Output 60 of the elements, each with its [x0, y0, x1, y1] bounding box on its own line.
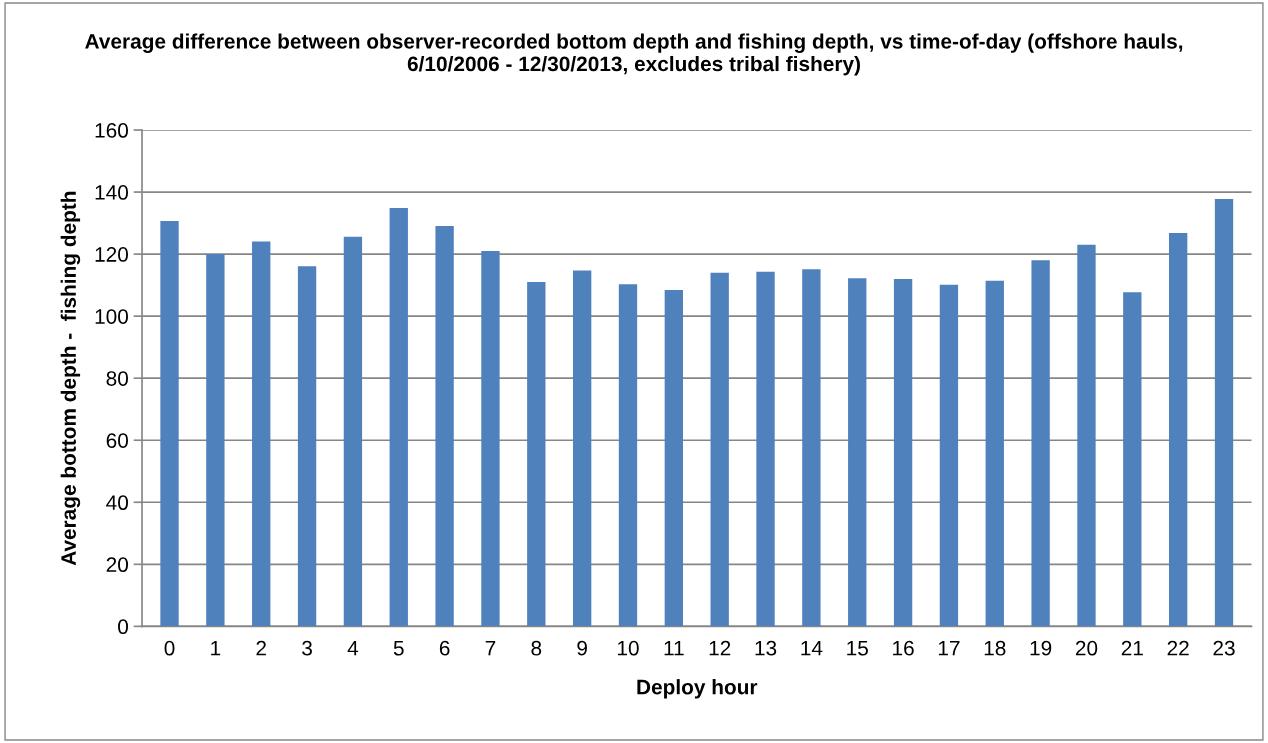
bar [802, 269, 821, 627]
bar [252, 241, 271, 627]
x-tick-label: 15 [847, 641, 868, 656]
x-tick-label: 17 [938, 641, 960, 656]
bar [710, 272, 729, 627]
y-tick-label: 60 [106, 433, 129, 448]
y-tick-label: 120 [95, 247, 129, 262]
bar [1123, 292, 1142, 627]
x-tick-label: 4 [347, 641, 359, 656]
bar [1031, 260, 1050, 627]
bar [756, 271, 775, 627]
x-tick-label: 13 [755, 640, 777, 656]
bar [297, 266, 317, 627]
x-tick-label: 11 [664, 641, 684, 656]
x-tick-label: 3 [302, 640, 312, 656]
bar [527, 282, 546, 627]
x-tick-label: 7 [485, 641, 496, 656]
bar [206, 254, 225, 627]
bar [848, 278, 867, 627]
bar [160, 220, 179, 627]
x-tick-label: 20 [1075, 640, 1098, 656]
bar [435, 225, 454, 627]
y-tick-label: 160 [95, 123, 129, 138]
x-tick-label: 21 [1121, 640, 1143, 656]
x-tick-label: 19 [1030, 640, 1052, 656]
bar [343, 236, 363, 627]
bar [1168, 233, 1188, 627]
y-tick-label: 40 [106, 495, 129, 511]
y-tick-label: 0 [118, 619, 129, 635]
x-tick-label: 9 [577, 640, 587, 656]
bar [389, 207, 408, 627]
x-tick-label: 22 [1167, 640, 1189, 656]
y-tick-label: 80 [106, 371, 129, 386]
x-tick-label: 10 [618, 640, 639, 656]
x-tick-label: 18 [984, 640, 1006, 656]
x-tick-label: 6 [439, 640, 450, 656]
bar [893, 278, 913, 627]
x-tick-label: 1 [211, 641, 221, 656]
x-tick-label: 5 [393, 641, 404, 656]
x-tick-label: 12 [709, 640, 731, 656]
x-tick-label: 14 [801, 641, 823, 656]
bar [664, 290, 684, 627]
chart-title: Average difference between observer-recorded bottom depth and fishing depth, vs time-of-day (offshore hauls, 6/10/2006 - 12/30/2013, excludes tribal fishery) [85, 33, 1183, 76]
y-tick-label: 20 [106, 557, 129, 573]
bar [1214, 198, 1234, 627]
y-axis-title: Average bottom depth - fishing depth [60, 191, 81, 566]
bar [618, 284, 638, 627]
x-tick-label: 23 [1213, 640, 1235, 656]
y-tick-label: 140 [95, 185, 129, 200]
x-tick-label: 8 [531, 640, 542, 656]
y-tick-label: 100 [95, 309, 129, 324]
x-tick-label: 0 [164, 640, 175, 656]
bar [572, 270, 592, 627]
bar [1077, 244, 1096, 627]
bar [939, 284, 959, 627]
bar [481, 251, 500, 627]
x-axis-title: Deploy hour [637, 679, 758, 699]
bar [985, 280, 1004, 627]
x-tick-label: 2 [256, 640, 266, 656]
x-tick-label: 16 [893, 640, 914, 656]
